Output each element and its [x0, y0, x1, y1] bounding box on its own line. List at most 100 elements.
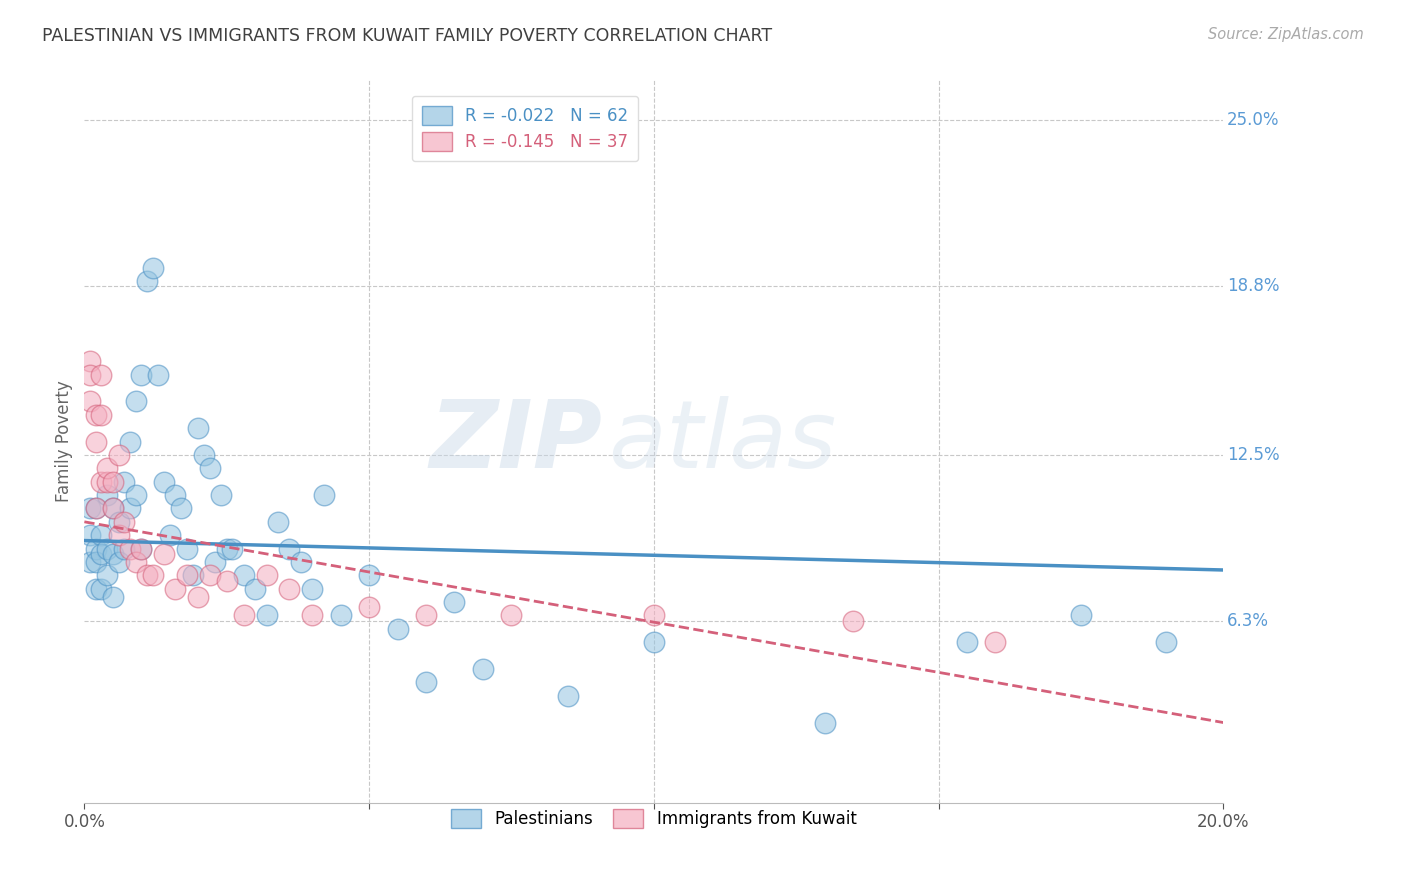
Point: [643, 635, 665, 649]
Text: 6.3%: 6.3%: [1226, 612, 1268, 630]
Point: [90, 547, 112, 561]
Point: [187, 421, 209, 435]
Point: [387, 622, 409, 636]
Point: [90, 368, 112, 382]
Text: 25.0%: 25.0%: [1226, 112, 1279, 129]
Point: [90, 475, 112, 489]
Point: [198, 461, 221, 475]
Point: [90, 582, 112, 596]
Point: [472, 662, 495, 676]
Point: [643, 608, 665, 623]
Point: [956, 635, 979, 649]
Point: [181, 568, 204, 582]
Point: [112, 541, 135, 556]
Point: [112, 475, 135, 489]
Point: [84, 501, 107, 516]
Text: Source: ZipAtlas.com: Source: ZipAtlas.com: [1208, 27, 1364, 42]
Point: [101, 547, 124, 561]
Point: [148, 368, 170, 382]
Point: [131, 541, 153, 556]
Point: [204, 555, 226, 569]
Point: [124, 488, 146, 502]
Point: [96, 488, 118, 502]
Point: [359, 568, 381, 582]
Point: [415, 608, 437, 623]
Point: [124, 394, 146, 409]
Point: [170, 501, 193, 516]
Point: [84, 582, 107, 596]
Point: [215, 541, 238, 556]
Point: [142, 260, 165, 275]
Point: [79, 501, 101, 516]
Point: [112, 515, 135, 529]
Point: [232, 608, 254, 623]
Point: [107, 448, 129, 462]
Text: 12.5%: 12.5%: [1226, 446, 1279, 464]
Point: [131, 368, 153, 382]
Point: [176, 568, 198, 582]
Point: [278, 582, 301, 596]
Point: [193, 448, 215, 462]
Point: [187, 590, 209, 604]
Point: [118, 434, 141, 449]
Point: [215, 574, 238, 588]
Point: [842, 614, 865, 628]
Point: [153, 475, 176, 489]
Point: [101, 501, 124, 516]
Point: [107, 555, 129, 569]
Point: [84, 541, 107, 556]
Point: [90, 408, 112, 422]
Point: [124, 555, 146, 569]
Point: [245, 582, 267, 596]
Point: [79, 368, 101, 382]
Text: 18.8%: 18.8%: [1226, 277, 1279, 295]
Point: [984, 635, 1007, 649]
Point: [221, 541, 243, 556]
Point: [814, 715, 837, 730]
Point: [107, 515, 129, 529]
Point: [96, 475, 118, 489]
Point: [118, 501, 141, 516]
Point: [301, 582, 323, 596]
Point: [101, 475, 124, 489]
Point: [79, 394, 101, 409]
Point: [301, 608, 323, 623]
Point: [118, 541, 141, 556]
Point: [136, 274, 159, 288]
Point: [267, 515, 290, 529]
Point: [1156, 635, 1178, 649]
Point: [90, 528, 112, 542]
Point: [443, 595, 465, 609]
Point: [278, 541, 301, 556]
Point: [84, 408, 107, 422]
Point: [153, 547, 176, 561]
Point: [359, 600, 381, 615]
Point: [329, 608, 352, 623]
Point: [96, 541, 118, 556]
Point: [136, 568, 159, 582]
Point: [198, 568, 221, 582]
Point: [84, 555, 107, 569]
Text: atlas: atlas: [609, 396, 837, 487]
Text: PALESTINIAN VS IMMIGRANTS FROM KUWAIT FAMILY POVERTY CORRELATION CHART: PALESTINIAN VS IMMIGRANTS FROM KUWAIT FA…: [42, 27, 772, 45]
Point: [176, 541, 198, 556]
Point: [142, 568, 165, 582]
Point: [557, 689, 579, 703]
Point: [96, 568, 118, 582]
Point: [290, 555, 312, 569]
Point: [165, 488, 187, 502]
Y-axis label: Family Poverty: Family Poverty: [55, 381, 73, 502]
Point: [165, 582, 187, 596]
Legend: Palestinians, Immigrants from Kuwait: Palestinians, Immigrants from Kuwait: [441, 798, 866, 838]
Point: [256, 608, 278, 623]
Point: [256, 568, 278, 582]
Point: [312, 488, 335, 502]
Point: [131, 541, 153, 556]
Point: [84, 434, 107, 449]
Text: ZIP: ZIP: [430, 395, 603, 488]
Point: [107, 528, 129, 542]
Point: [415, 675, 437, 690]
Point: [232, 568, 254, 582]
Point: [84, 501, 107, 516]
Point: [79, 354, 101, 368]
